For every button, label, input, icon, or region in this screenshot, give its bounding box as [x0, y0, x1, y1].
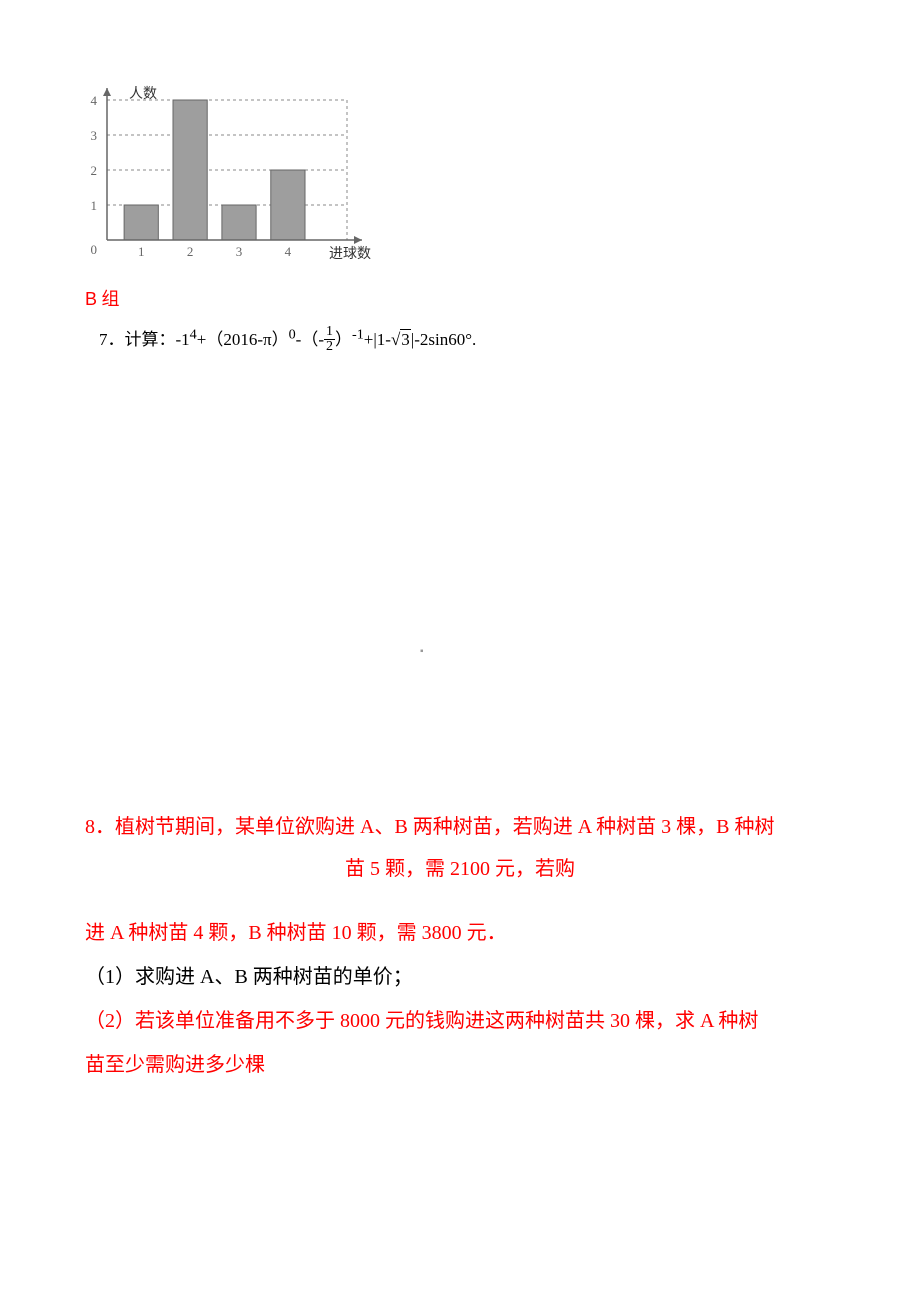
q7-exp0: 0	[289, 326, 296, 342]
q8-part2b: 苗至少需购进多少棵	[85, 1043, 835, 1087]
q7-mid2: -（-	[296, 330, 324, 349]
section-b-header: B 组	[85, 285, 835, 311]
svg-text:3: 3	[236, 244, 243, 259]
q7-fraction: 12	[324, 325, 335, 354]
q8-part1: （1）求购进 A、B 两种树苗的单价；	[85, 955, 835, 999]
svg-text:1: 1	[138, 244, 145, 259]
svg-text:2: 2	[91, 163, 98, 178]
svg-text:1: 1	[91, 198, 98, 213]
q7-sqrt: 3	[391, 330, 411, 350]
question-7: 7．计算：-14+（2016-π）0-（-12）-1+|1-3|-2sin60°…	[99, 325, 835, 356]
svg-text:4: 4	[91, 93, 98, 108]
q8-line1: 8．植树节期间，某单位欲购进 A、B 两种树苗，若购进 A 种树苗 3 棵，B …	[85, 802, 835, 852]
bar-chart: 1 2 3 4 1 2 3 4 0 人数进球数	[85, 80, 375, 260]
q8-line1b: 苗 5 颗，需 2100 元，若购	[85, 852, 835, 881]
svg-text:3: 3	[91, 128, 98, 143]
svg-text:2: 2	[187, 244, 194, 259]
section-b-letter: B	[85, 289, 97, 309]
q7-mid1: +（2016-π）	[197, 330, 289, 349]
svg-text:4: 4	[285, 244, 292, 259]
center-dot: ▪	[420, 646, 835, 657]
svg-text:0: 0	[91, 242, 98, 257]
q8-line2: 进 A 种树苗 4 颗，B 种树苗 10 颗，需 3800 元．	[85, 911, 835, 955]
svg-text:人数: 人数	[129, 86, 157, 102]
q8-part2a: （2）若该单位准备用不多于 8000 元的钱购进这两种树苗共 30 棵，求 A …	[85, 999, 835, 1043]
chart-svg: 1 2 3 4 1 2 3 4 0 人数进球数	[85, 80, 375, 260]
q7-mid3: ）	[335, 330, 352, 349]
q7-prefix: 7．计算：-1	[99, 330, 190, 349]
section-b-zu: 组	[97, 289, 120, 309]
q7-tail: |-2sin60°.	[411, 330, 476, 349]
svg-text:进球数: 进球数	[329, 246, 371, 260]
q7-exp4: 4	[190, 326, 197, 342]
q7-mid4: +|1-	[364, 330, 391, 349]
q7-expneg1: -1	[352, 326, 364, 342]
